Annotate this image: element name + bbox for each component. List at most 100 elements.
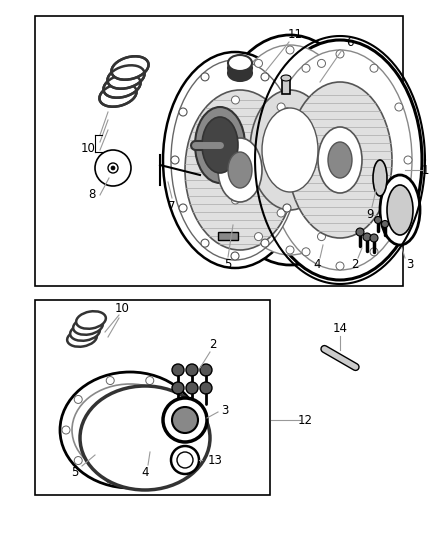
Text: 9: 9 <box>366 208 374 222</box>
Ellipse shape <box>60 372 200 488</box>
Ellipse shape <box>281 75 291 81</box>
Ellipse shape <box>288 82 392 238</box>
Circle shape <box>74 457 82 465</box>
Circle shape <box>283 204 291 212</box>
Circle shape <box>146 475 154 483</box>
Text: 5: 5 <box>224 259 232 271</box>
Circle shape <box>223 146 231 154</box>
Ellipse shape <box>318 127 362 193</box>
Circle shape <box>336 50 344 58</box>
Ellipse shape <box>328 142 352 178</box>
Circle shape <box>277 209 285 217</box>
Bar <box>282 78 290 94</box>
Circle shape <box>341 96 349 104</box>
Text: 11: 11 <box>287 28 303 42</box>
Text: 5: 5 <box>71 465 79 479</box>
Text: 6: 6 <box>346 36 354 49</box>
Circle shape <box>106 376 114 384</box>
Ellipse shape <box>212 35 368 265</box>
Circle shape <box>200 382 212 394</box>
Ellipse shape <box>380 175 420 245</box>
Circle shape <box>291 156 299 164</box>
Circle shape <box>74 395 82 403</box>
Ellipse shape <box>163 52 307 268</box>
Ellipse shape <box>171 60 299 260</box>
Circle shape <box>231 60 239 68</box>
Circle shape <box>404 156 412 164</box>
Ellipse shape <box>103 74 141 98</box>
Circle shape <box>370 248 378 256</box>
Ellipse shape <box>80 386 210 490</box>
Ellipse shape <box>70 323 100 341</box>
Circle shape <box>106 475 114 483</box>
Text: 10: 10 <box>115 302 130 314</box>
Ellipse shape <box>67 329 97 347</box>
Circle shape <box>171 446 199 474</box>
Ellipse shape <box>268 50 412 270</box>
Ellipse shape <box>228 60 252 76</box>
Circle shape <box>171 156 179 164</box>
Circle shape <box>179 108 187 116</box>
Circle shape <box>268 156 276 164</box>
Circle shape <box>283 108 291 116</box>
Circle shape <box>231 96 240 104</box>
Circle shape <box>286 246 294 254</box>
Circle shape <box>178 395 186 403</box>
Ellipse shape <box>228 152 252 188</box>
Ellipse shape <box>99 83 137 107</box>
Ellipse shape <box>387 185 413 235</box>
Ellipse shape <box>111 56 148 80</box>
Text: 1: 1 <box>421 164 429 176</box>
Circle shape <box>374 216 381 223</box>
Circle shape <box>370 64 378 72</box>
Ellipse shape <box>195 107 245 183</box>
Circle shape <box>356 228 364 236</box>
Text: 4: 4 <box>141 465 149 479</box>
Text: 3: 3 <box>406 259 413 271</box>
Circle shape <box>302 64 310 72</box>
Ellipse shape <box>218 138 262 202</box>
Ellipse shape <box>76 311 106 329</box>
Circle shape <box>318 59 325 67</box>
Circle shape <box>201 239 209 247</box>
Circle shape <box>341 196 349 204</box>
Circle shape <box>186 382 198 394</box>
Text: 4: 4 <box>313 259 321 271</box>
Ellipse shape <box>185 90 295 250</box>
Circle shape <box>395 209 403 217</box>
Ellipse shape <box>172 407 198 433</box>
Circle shape <box>178 457 186 465</box>
Ellipse shape <box>373 160 387 196</box>
Circle shape <box>254 232 262 240</box>
Circle shape <box>286 46 294 54</box>
Circle shape <box>172 382 184 394</box>
Ellipse shape <box>73 317 103 335</box>
Text: 2: 2 <box>351 259 359 271</box>
Circle shape <box>95 150 131 186</box>
Bar <box>218 232 238 240</box>
Text: 14: 14 <box>332 321 347 335</box>
Circle shape <box>363 233 371 241</box>
Text: 10: 10 <box>81 141 95 155</box>
Circle shape <box>277 103 285 111</box>
Ellipse shape <box>258 40 422 280</box>
Circle shape <box>318 232 325 240</box>
Circle shape <box>177 452 193 468</box>
Circle shape <box>108 163 118 173</box>
Circle shape <box>62 426 70 434</box>
Ellipse shape <box>72 384 188 476</box>
Circle shape <box>349 146 357 154</box>
Circle shape <box>231 196 240 204</box>
Text: 3: 3 <box>221 403 229 416</box>
Text: 12: 12 <box>297 414 312 426</box>
Circle shape <box>179 204 187 212</box>
Circle shape <box>200 364 212 376</box>
Circle shape <box>111 166 115 170</box>
Circle shape <box>395 103 403 111</box>
Ellipse shape <box>228 65 252 81</box>
Circle shape <box>261 239 269 247</box>
Circle shape <box>336 262 344 270</box>
Ellipse shape <box>222 45 358 255</box>
Ellipse shape <box>262 108 318 192</box>
Text: 7: 7 <box>168 199 176 213</box>
